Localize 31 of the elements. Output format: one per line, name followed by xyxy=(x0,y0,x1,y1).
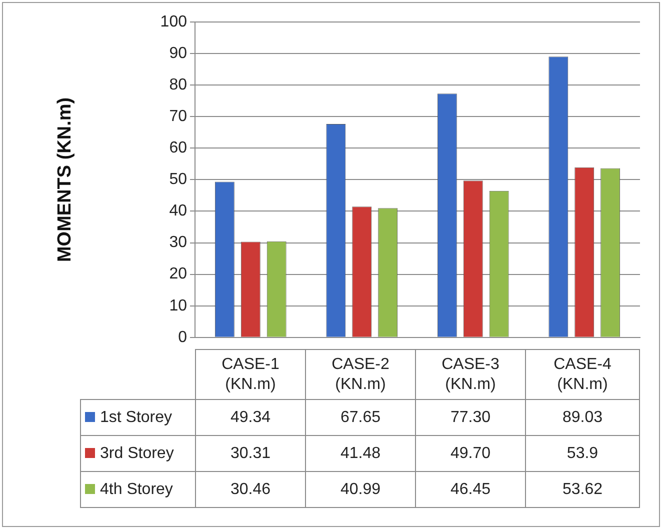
data-label: 49.34 xyxy=(196,400,306,436)
data-label: 49.70 xyxy=(416,436,526,472)
data-label: 67.65 xyxy=(306,400,416,436)
y-tick-label: 30 xyxy=(169,234,188,252)
x-tick-label: CASE-2 (KN.m) xyxy=(306,350,416,400)
data-label: 41.48 xyxy=(306,436,416,472)
y-tick-label: 0 xyxy=(178,328,188,346)
legend-label: 3rd Storey xyxy=(80,436,196,472)
y-tick-label: 10 xyxy=(169,297,188,314)
legend-label: 1st Storey xyxy=(80,400,196,436)
y-tick-label: 20 xyxy=(169,266,188,283)
y-tick-label: 40 xyxy=(169,202,188,220)
data-label: 89.03 xyxy=(526,400,640,436)
data-label: 77.30 xyxy=(416,400,526,436)
y-tick-label: 80 xyxy=(169,76,188,94)
y-tick-label: 90 xyxy=(169,44,188,62)
y-tick-label: 70 xyxy=(169,108,188,126)
data-label: 53.9 xyxy=(526,436,640,472)
x-tick-label: CASE-1 (KN.m) xyxy=(196,350,306,400)
y-axis-title: MOMENTS (KN.m) xyxy=(54,97,76,262)
data-label: 53.62 xyxy=(526,472,640,508)
legend-label: 4th Storey xyxy=(80,472,196,508)
x-tick-label: CASE-3 (KN.m) xyxy=(416,350,526,400)
y-tick-label: 100 xyxy=(160,13,188,30)
data-label: 40.99 xyxy=(306,472,416,508)
y-tick-label: 50 xyxy=(169,171,188,188)
y-tick-label: 60 xyxy=(169,140,188,157)
data-label: 30.31 xyxy=(196,436,306,472)
x-tick-label: CASE-4 (KN.m) xyxy=(526,350,640,400)
data-label: 30.46 xyxy=(196,472,306,508)
data-label: 46.45 xyxy=(416,472,526,508)
